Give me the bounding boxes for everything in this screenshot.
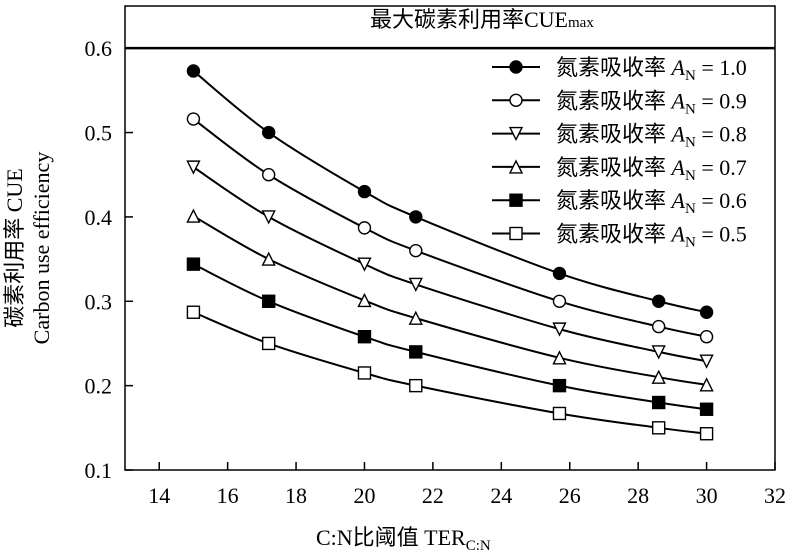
x-tick-label: 32 (764, 483, 786, 508)
x-tick-label: 20 (353, 483, 375, 508)
data-point (699, 330, 714, 344)
legend-marker (509, 226, 523, 241)
x-tick-label: 16 (217, 483, 239, 508)
legend-item: 氮素吸收率 AN = 0.6 (492, 188, 747, 217)
data-point (408, 277, 423, 292)
svg-text:最大碳素利用率CUEmax: 最大碳素利用率CUEmax (370, 7, 594, 32)
data-point (408, 310, 423, 325)
series-0.5 (186, 305, 714, 441)
data-point (186, 257, 201, 271)
data-point (261, 125, 276, 140)
series-line (192, 263, 707, 411)
data-point (357, 221, 372, 235)
y-axis-title-line2: Carbon use efficiency (29, 152, 54, 345)
data-point (186, 160, 201, 175)
data-point (699, 402, 714, 416)
data-point (699, 305, 714, 319)
legend-item: 氮素吸收率 AN = 0.5 (492, 222, 747, 251)
legend-item: 氮素吸收率 AN = 1.0 (492, 55, 747, 84)
x-tick-label: 24 (490, 483, 512, 508)
data-point (186, 305, 201, 319)
legend-item: 氮素吸收率 AN = 0.8 (492, 122, 747, 151)
legend-label: 氮素吸收率 AN = 0.8 (556, 122, 747, 151)
y-tick-label: 0.5 (85, 121, 113, 146)
y-axis-title-line1: 碳素利用率 CUE (2, 168, 27, 328)
data-point (651, 421, 666, 435)
series-0.7 (186, 208, 714, 392)
data-point (552, 378, 567, 393)
y-tick-label: 0.1 (85, 458, 113, 483)
data-point (699, 427, 714, 441)
data-point (357, 257, 372, 272)
data-point (409, 378, 423, 393)
x-tick-label: 14 (148, 483, 170, 508)
y-tick-label: 0.6 (85, 36, 113, 61)
data-point (186, 208, 201, 223)
data-point (261, 294, 276, 308)
data-point (357, 366, 372, 380)
legend-marker (508, 126, 524, 142)
data-point (651, 395, 666, 410)
data-point (357, 292, 372, 308)
legend-label: 氮素吸收率 AN = 0.9 (556, 88, 747, 117)
data-point (552, 294, 567, 308)
data-point (409, 345, 423, 359)
axis-ticks: 14 16 18 20 22 24 26 28 30 32 0.1 0.2 0.3 0.4 0.5 0.6 (85, 36, 787, 508)
legend-item: 氮素吸收率 AN = 0.7 (492, 155, 747, 184)
y-tick-label: 0.2 (85, 374, 113, 399)
data-point (651, 319, 666, 334)
legend-label: 氮素吸收率 AN = 0.7 (556, 155, 747, 184)
x-tick-label: 18 (285, 483, 307, 508)
data-point (186, 112, 201, 126)
plot-area (124, 5, 776, 471)
data-point (552, 266, 567, 281)
series-0.6 (186, 257, 714, 416)
data-point (651, 345, 666, 360)
legend-label: 氮素吸收率 AN = 0.5 (556, 222, 747, 251)
data-point (261, 251, 276, 266)
series-0.8 (186, 160, 714, 369)
legend-marker (508, 159, 524, 174)
data-point (552, 406, 567, 421)
data-point (261, 336, 276, 351)
legend-label: 氮素吸收率 AN = 1.0 (556, 55, 747, 84)
data-point (651, 294, 666, 308)
reference-line-label: 最大碳素利用率CUEmax (370, 7, 594, 32)
data-point (552, 322, 567, 337)
data-point (357, 184, 372, 199)
data-point (699, 354, 714, 369)
data-point (552, 350, 567, 365)
legend-item: 氮素吸收率 AN = 0.9 (492, 88, 747, 117)
data-point (699, 377, 714, 392)
data-point (409, 210, 423, 224)
data-point (357, 330, 372, 344)
legend-marker (509, 193, 523, 207)
plot-frame (124, 5, 776, 471)
y-tick-label: 0.3 (85, 289, 113, 314)
x-tick-label: 26 (559, 483, 581, 508)
data-point (409, 243, 423, 258)
x-axis-title: C:N比阈值 TERC:N (316, 525, 491, 553)
x-tick-label: 22 (422, 483, 444, 508)
legend: 氮素吸收率 AN = 1.0 氮素吸收率 AN = 0.9 氮素吸收率 AN = 0… (492, 55, 747, 251)
data-point (651, 369, 666, 384)
legend-marker (509, 93, 523, 108)
y-tick-label: 0.4 (85, 205, 113, 230)
legend-label: 氮素吸收率 AN = 0.6 (556, 188, 747, 217)
legend-marker (509, 60, 523, 74)
data-point (261, 168, 276, 182)
data-point (261, 210, 276, 225)
series-layer (186, 64, 714, 441)
x-tick-label: 30 (696, 483, 718, 508)
series-0.9 (186, 112, 714, 344)
series-1.0 (186, 64, 714, 319)
data-point (186, 64, 201, 78)
x-tick-label: 28 (627, 483, 649, 508)
